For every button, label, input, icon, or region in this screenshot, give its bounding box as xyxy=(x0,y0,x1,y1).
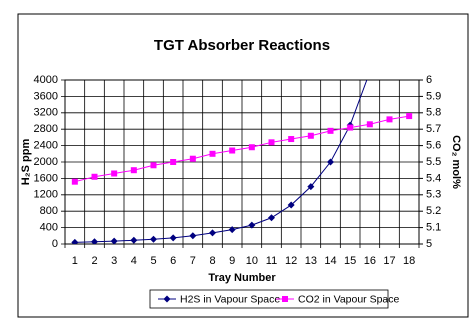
marker xyxy=(327,127,334,134)
x-tick-label: 13 xyxy=(305,255,317,267)
legend-label: CO2 in Vapour Space xyxy=(298,293,400,305)
marker xyxy=(110,237,118,244)
marker xyxy=(307,183,315,191)
x-tick-label: 8 xyxy=(209,255,215,267)
y2-tick-label: 5.8 xyxy=(426,107,441,119)
x-tick-label: 9 xyxy=(229,255,235,267)
x-tick-label: 11 xyxy=(266,255,277,267)
marker xyxy=(189,232,197,240)
marker xyxy=(130,236,138,244)
y2-tick-label: 5.3 xyxy=(426,189,441,201)
y2-tick-label: 6 xyxy=(426,74,432,86)
y2-axis-label: CO₂ mol% xyxy=(450,135,462,189)
marker xyxy=(366,121,373,128)
y-tick-label: 3200 xyxy=(34,107,58,119)
y-tick-label: 1200 xyxy=(34,189,58,201)
y2-tick-label: 5.2 xyxy=(426,205,441,217)
x-tick-label: 18 xyxy=(403,255,415,267)
x-tick-label: 2 xyxy=(91,255,97,267)
marker xyxy=(327,158,334,166)
marker xyxy=(228,226,236,234)
marker xyxy=(150,235,157,243)
y-tick-label: 2400 xyxy=(34,140,58,152)
marker xyxy=(163,295,171,303)
y2-tick-label: 5.5 xyxy=(426,156,441,168)
marker xyxy=(307,132,314,139)
marker xyxy=(209,150,216,157)
y-tick-label: 3600 xyxy=(34,90,58,102)
y2-tick-label: 5.4 xyxy=(426,172,441,184)
marker xyxy=(347,124,354,131)
plot-area xyxy=(71,80,413,244)
x-tick-label: 1 xyxy=(72,255,78,267)
y-tick-label: 400 xyxy=(40,222,58,234)
marker xyxy=(71,178,78,185)
marker xyxy=(288,136,295,143)
x-tick-label: 7 xyxy=(190,255,196,267)
marker xyxy=(150,162,157,169)
marker xyxy=(229,147,236,154)
marker xyxy=(282,296,288,302)
x-axis-label: Tray Number xyxy=(208,272,276,284)
y-tick-label: 2000 xyxy=(34,156,58,168)
marker xyxy=(169,234,177,242)
y-tick-label: 2800 xyxy=(34,123,58,135)
y-tick-label: 800 xyxy=(40,205,58,217)
series-line xyxy=(74,80,368,243)
x-tick-label: 5 xyxy=(150,255,156,267)
y2-tick-label: 5.9 xyxy=(426,90,441,102)
y2-tick-label: 5.1 xyxy=(426,222,441,234)
x-tick-label: 16 xyxy=(364,255,376,267)
marker xyxy=(71,238,79,244)
x-tick-label: 3 xyxy=(111,255,117,267)
marker xyxy=(111,170,118,177)
x-tick-label: 14 xyxy=(324,255,336,267)
chart-title: TGT Absorber Reactions xyxy=(154,37,330,54)
marker xyxy=(91,238,98,244)
y-tick-label: 1600 xyxy=(34,172,58,184)
marker xyxy=(268,139,275,146)
y-tick-label: 4000 xyxy=(34,74,58,86)
y2-tick-label: 5 xyxy=(426,238,432,250)
y2-tick-label: 5.6 xyxy=(426,140,441,152)
marker xyxy=(130,167,137,174)
series-line xyxy=(74,115,410,183)
x-tick-label: 6 xyxy=(170,255,176,267)
x-tick-label: 4 xyxy=(131,255,137,267)
y2-tick-label: 5.7 xyxy=(426,123,441,135)
legend-box xyxy=(149,289,389,309)
x-tick-label: 15 xyxy=(344,255,356,267)
marker xyxy=(248,221,256,229)
x-tick-label: 17 xyxy=(383,255,395,267)
x-tick-label: 10 xyxy=(246,255,258,267)
y-tick-label: 0 xyxy=(52,238,58,250)
marker xyxy=(248,144,255,151)
y-axis-label: H₂S ppm xyxy=(20,139,32,186)
chart-frame xyxy=(17,13,469,318)
x-tick-label: 12 xyxy=(285,255,297,267)
marker xyxy=(386,116,393,123)
marker xyxy=(287,201,295,209)
marker xyxy=(268,214,275,222)
marker xyxy=(406,113,413,120)
marker xyxy=(189,155,196,162)
legend-label: H2S in Vapour Space xyxy=(180,293,280,305)
marker xyxy=(209,229,216,237)
plot-border xyxy=(64,79,420,245)
marker xyxy=(91,173,98,180)
marker xyxy=(170,159,177,165)
